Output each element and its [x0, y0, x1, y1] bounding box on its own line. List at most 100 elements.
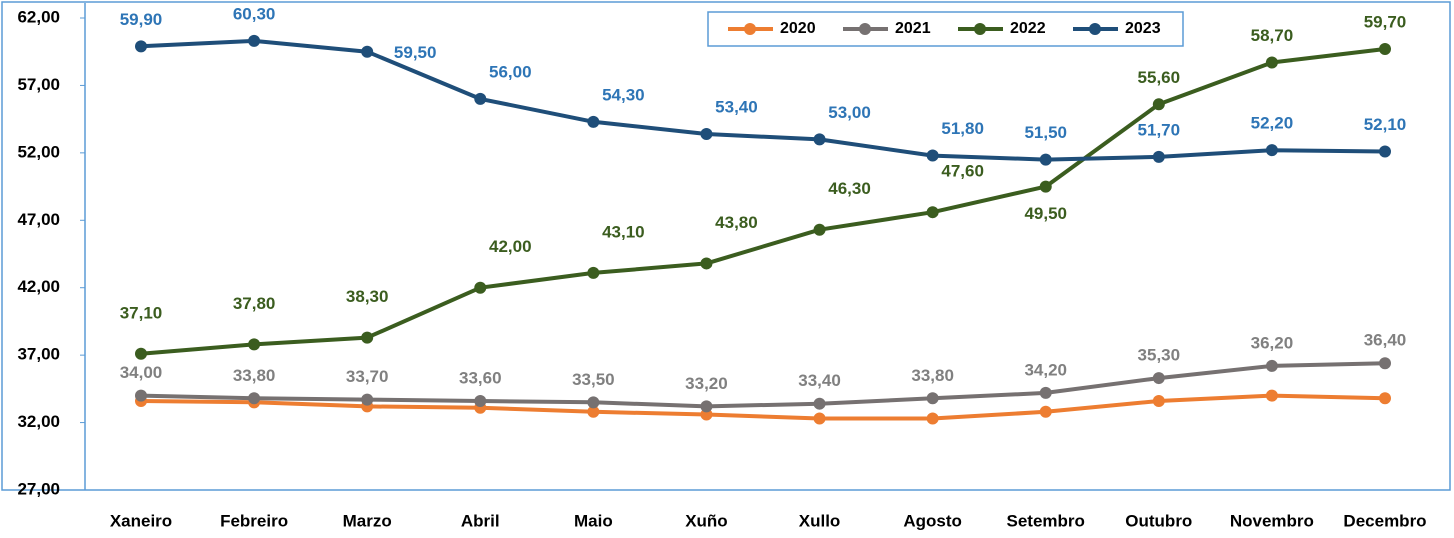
y-tick-label: 32,00	[17, 412, 60, 431]
point	[1379, 43, 1391, 56]
value-label: 43,10	[602, 222, 645, 241]
value-label: 46,30	[828, 179, 871, 198]
legend-marker	[1089, 23, 1101, 35]
legend-label: 2022	[1010, 20, 1046, 37]
y-tick-label: 62,00	[17, 7, 60, 26]
point	[587, 396, 600, 409]
value-label: 36,20	[1251, 333, 1294, 352]
point	[1265, 359, 1278, 372]
point	[1265, 56, 1278, 69]
value-label: 52,20	[1251, 114, 1294, 133]
value-label: 53,00	[828, 103, 871, 122]
y-tick-label: 57,00	[17, 75, 60, 94]
legend-marker	[859, 23, 871, 35]
point	[926, 392, 939, 405]
point	[474, 394, 487, 407]
legend-marker	[744, 23, 756, 35]
x-tick-label: Decembro	[1343, 511, 1426, 530]
series-line	[140, 38, 1386, 162]
point	[1152, 394, 1165, 407]
value-label: 59,50	[394, 43, 437, 62]
y-tick-label: 47,00	[17, 210, 60, 229]
value-label: 37,80	[233, 294, 276, 313]
point	[813, 133, 826, 146]
point	[361, 331, 374, 344]
series-line	[140, 361, 1386, 409]
x-tick-label: Febreiro	[220, 511, 288, 530]
value-label: 33,70	[346, 367, 389, 386]
value-label: 37,10	[120, 303, 163, 322]
value-label: 59,70	[1364, 13, 1407, 32]
series-line	[140, 393, 1386, 421]
value-label: 49,50	[1024, 204, 1067, 223]
x-tick-label: Xaneiro	[110, 511, 172, 530]
value-label: 38,30	[346, 287, 389, 306]
value-label: 42,00	[489, 237, 532, 256]
point	[700, 400, 713, 413]
point	[1152, 98, 1165, 111]
point	[700, 127, 713, 140]
value-label: 34,00	[120, 363, 163, 382]
legend-label: 2023	[1125, 20, 1161, 37]
point	[248, 338, 261, 351]
point	[587, 405, 600, 418]
value-label: 34,20	[1024, 360, 1067, 379]
value-label: 54,30	[602, 85, 645, 104]
point	[587, 266, 600, 279]
value-label: 51,70	[1138, 120, 1181, 139]
x-tick-label: Marzo	[343, 511, 392, 530]
point	[926, 412, 939, 425]
point	[1379, 392, 1391, 405]
value-label: 33,80	[233, 366, 276, 385]
y-tick-label: 27,00	[17, 479, 60, 498]
value-label: 52,10	[1364, 115, 1407, 134]
x-tick-label: Maio	[574, 511, 613, 530]
point	[700, 257, 713, 270]
y-tick-label: 37,00	[17, 345, 60, 364]
value-label: 51,50	[1024, 123, 1067, 142]
point	[1379, 357, 1391, 370]
point	[248, 34, 261, 47]
value-label: 51,80	[941, 119, 984, 138]
point	[1039, 180, 1052, 193]
point	[474, 281, 487, 294]
point	[135, 389, 147, 402]
value-label: 55,60	[1138, 68, 1181, 87]
point	[813, 412, 826, 425]
point	[926, 149, 939, 162]
point	[135, 40, 147, 53]
point	[1039, 405, 1052, 418]
point	[813, 223, 826, 236]
point	[474, 92, 487, 105]
point	[813, 397, 826, 410]
value-label: 33,20	[685, 374, 728, 393]
value-label: 36,40	[1364, 331, 1407, 350]
legend-label: 2021	[895, 20, 931, 37]
legend-label: 2020	[780, 20, 816, 37]
point	[1152, 150, 1165, 163]
point	[361, 393, 374, 406]
point	[1379, 145, 1391, 158]
value-label: 58,70	[1251, 26, 1294, 45]
value-label: 60,30	[233, 4, 276, 23]
value-label: 47,60	[941, 162, 984, 181]
x-tick-label: Abril	[461, 511, 500, 530]
value-label: 33,60	[459, 368, 502, 387]
point	[1039, 153, 1052, 166]
y-tick-label: 52,00	[17, 142, 60, 161]
legend-marker	[974, 23, 986, 35]
point	[135, 347, 147, 360]
x-tick-label: Novembro	[1230, 511, 1314, 530]
value-label: 35,30	[1138, 346, 1181, 365]
value-label: 56,00	[489, 62, 532, 81]
point	[1152, 372, 1165, 385]
value-label: 59,90	[120, 10, 163, 29]
x-tick-label: Setembro	[1007, 511, 1085, 530]
x-tick-label: Xullo	[799, 511, 841, 530]
x-tick-label: Outubro	[1125, 511, 1192, 530]
series-line	[140, 47, 1386, 356]
value-label: 33,80	[911, 366, 954, 385]
point	[1265, 389, 1278, 402]
value-label: 53,40	[715, 97, 758, 116]
